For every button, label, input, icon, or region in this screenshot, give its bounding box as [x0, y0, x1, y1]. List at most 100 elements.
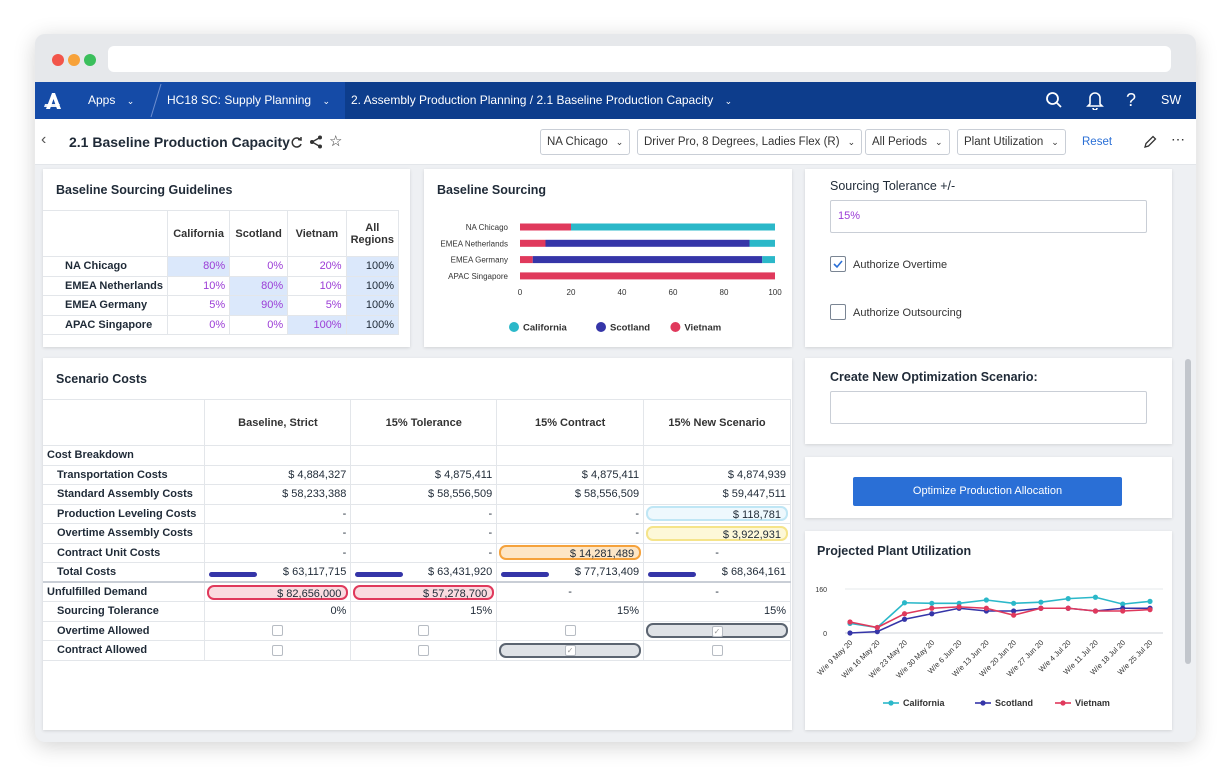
- row-label: Contract Allowed: [43, 640, 206, 661]
- table-cell[interactable]: 100%: [287, 314, 347, 335]
- table-cell: $ 14,281,489: [496, 542, 645, 563]
- table-cell: $ 58,233,388: [204, 484, 352, 505]
- star-icon[interactable]: ☆: [329, 133, 343, 150]
- bar-segment-vietnam: [520, 272, 775, 280]
- overtime-checkbox[interactable]: [272, 625, 284, 637]
- minimize-window-dot[interactable]: [68, 54, 80, 66]
- share-icon[interactable]: [309, 135, 323, 149]
- page-breadcrumb-menu[interactable]: 2. Assembly Production Planning / 2.1 Ba…: [351, 82, 732, 119]
- series-line-california: [849, 596, 1151, 629]
- filter-period[interactable]: All Periods ⌄: [865, 129, 950, 155]
- table-cell[interactable]: 90%: [229, 295, 289, 316]
- back-chevron-icon[interactable]: ‹: [41, 131, 47, 148]
- optimize-card: Optimize Production Allocation: [805, 457, 1172, 518]
- guidelines-title: Baseline Sourcing Guidelines: [56, 183, 233, 197]
- table-cell[interactable]: 10%: [287, 275, 347, 296]
- filter-metric[interactable]: Plant Utilization ⌄: [957, 129, 1066, 155]
- table-cell[interactable]: 10%: [167, 275, 231, 296]
- contract-checkbox[interactable]: [711, 644, 723, 656]
- data-point-vietnam: [956, 604, 962, 610]
- table-row: Transportation Costs $ 4,884,327 $ 4,875…: [43, 464, 791, 485]
- data-point-vietnam: [1120, 608, 1126, 614]
- table-cell[interactable]: 80%: [229, 275, 289, 296]
- pencil-icon[interactable]: [1143, 135, 1157, 149]
- legend-marker: [888, 700, 894, 706]
- bar-segment-california: [749, 239, 775, 247]
- table-cell[interactable]: 5%: [167, 295, 231, 316]
- legend-label: Scotland: [610, 323, 650, 334]
- table-row: Sourcing Tolerance 0% 15% 15% 15%: [43, 601, 791, 622]
- row-label: Production Leveling Costs: [43, 503, 206, 524]
- overtime-checkbox[interactable]: [418, 625, 430, 637]
- model-menu-label: HC18 SC: Supply Planning: [167, 93, 312, 107]
- table-cell: $ 4,875,411: [496, 464, 645, 485]
- bar-segment-california: [571, 223, 775, 231]
- table-cell[interactable]: 80%: [167, 256, 231, 277]
- tolerance-input[interactable]: 15%: [830, 200, 1147, 233]
- highlighted-value: $ 82,656,000: [207, 584, 349, 600]
- category-label: APAC Singapore: [448, 272, 508, 281]
- refresh-icon[interactable]: [290, 136, 303, 149]
- scrollbar-track[interactable]: [1185, 169, 1191, 729]
- bell-icon[interactable]: [1086, 90, 1104, 110]
- column-header: Baseline, Strict: [204, 399, 352, 446]
- search-icon[interactable]: [1045, 91, 1063, 109]
- table-cell[interactable]: 5%: [287, 295, 347, 316]
- data-point-california: [1065, 596, 1071, 602]
- checkmark-icon: [833, 260, 843, 269]
- scrollbar-thumb[interactable]: [1185, 359, 1191, 664]
- table-cell: 100%: [345, 314, 400, 335]
- row-label: EMEA Netherlands: [43, 275, 169, 296]
- corner-cell: [43, 210, 169, 257]
- total-bar: [648, 572, 697, 577]
- anaplan-logo-icon[interactable]: [43, 91, 63, 110]
- contract-checkbox[interactable]: [272, 644, 284, 656]
- user-avatar[interactable]: SW: [1161, 93, 1182, 107]
- highlighted-value: $ 14,281,489: [499, 545, 642, 561]
- filter-location[interactable]: NA Chicago ⌄: [540, 129, 631, 155]
- y-tick-label: 160: [815, 587, 827, 594]
- maximize-window-dot[interactable]: [84, 54, 96, 66]
- contract-checkbox[interactable]: ✓: [564, 645, 576, 657]
- close-window-dot[interactable]: [52, 54, 64, 66]
- table-row: Contract Unit Costs - - $ 14,281,489 -: [43, 542, 791, 563]
- table-cell[interactable]: 0%: [229, 256, 289, 277]
- table-cell: -: [643, 542, 791, 563]
- table-row: NA Chicago 80% 0% 20% 100%: [43, 256, 400, 277]
- column-header: 15% Tolerance: [350, 399, 498, 446]
- new-scenario-input[interactable]: [830, 391, 1147, 424]
- tolerance-card: Sourcing Tolerance +/- 15% Authorize Ove…: [805, 169, 1172, 347]
- table-cell[interactable]: 0%: [229, 314, 289, 335]
- overtime-checkbox[interactable]: [564, 625, 576, 637]
- data-point-california: [956, 600, 962, 606]
- legend-marker: [980, 700, 986, 706]
- overtime-checkbox[interactable]: ✓: [711, 625, 723, 637]
- data-point-vietnam: [1011, 612, 1017, 618]
- total-value: $ 77,713,409: [574, 566, 640, 578]
- nav-apps-section: [35, 82, 345, 119]
- help-icon[interactable]: ?: [1126, 90, 1137, 110]
- series-line-vietnam: [849, 606, 1151, 629]
- row-label: EMEA Germany: [43, 295, 169, 316]
- optimize-button[interactable]: Optimize Production Allocation: [853, 477, 1122, 506]
- corner-cell: [43, 399, 206, 446]
- more-options-icon[interactable]: ⋯: [1171, 131, 1185, 147]
- table-cell: 100%: [345, 295, 400, 316]
- authorize-outsourcing-checkbox[interactable]: [830, 304, 846, 320]
- table-cell: $ 77,713,409: [496, 562, 645, 583]
- filter-product[interactable]: Driver Pro, 8 Degrees, Ladies Flex (R) ⌄: [637, 129, 863, 155]
- table-cell[interactable]: 0%: [167, 314, 231, 335]
- table-cell: [204, 620, 352, 641]
- table-cell[interactable]: 20%: [287, 256, 347, 277]
- checked-pill: ✓: [646, 623, 788, 639]
- apps-menu[interactable]: Apps ⌄: [88, 82, 134, 119]
- authorize-overtime-checkbox[interactable]: [830, 256, 846, 272]
- table-cell: $ 58,556,509: [496, 484, 645, 505]
- reset-button[interactable]: Reset: [1082, 136, 1113, 148]
- table-cell: -: [496, 523, 645, 544]
- tolerance-input-value: 15%: [838, 210, 861, 222]
- table-cell: 15%: [350, 601, 498, 622]
- contract-checkbox[interactable]: [418, 644, 430, 656]
- address-bar[interactable]: [108, 46, 1171, 72]
- model-menu[interactable]: HC18 SC: Supply Planning ⌄: [167, 82, 330, 119]
